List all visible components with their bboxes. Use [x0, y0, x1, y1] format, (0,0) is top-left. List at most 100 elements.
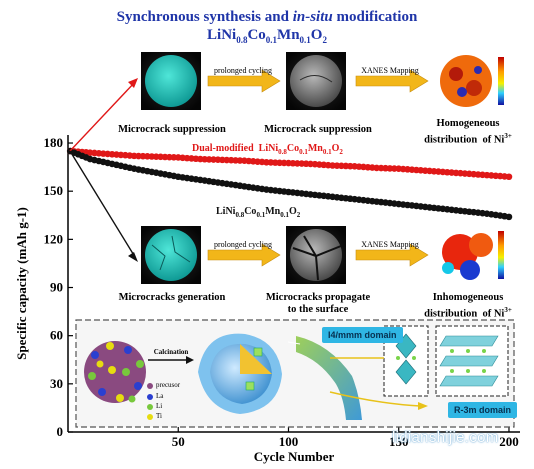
bottom-particle-cyan — [145, 229, 197, 281]
r3m-layers — [439, 335, 499, 387]
top-arrow-cycling — [207, 69, 281, 93]
bottom-arrow-xanes-label: XANES Mapping — [361, 240, 419, 249]
y-axis-title: Specific capacity (mAh g-1) — [14, 207, 29, 360]
start-pointer-arrows — [69, 78, 138, 262]
sphere-cutaway — [240, 344, 272, 374]
dopant-dots — [88, 342, 144, 403]
interp-point-pristine — [457, 207, 464, 215]
interp-point-dual-modified — [126, 152, 134, 159]
interp-point-pristine — [302, 190, 310, 198]
interp-point-pristine — [501, 212, 508, 220]
x-axis-title: Cycle Number — [254, 449, 335, 464]
bottom-caption-1: Microcracks generation — [118, 292, 226, 303]
legend-dot-la — [147, 394, 153, 400]
interp-point-pristine — [435, 205, 442, 212]
bottom-colorbar — [498, 231, 504, 279]
interp-point-dual-modified — [214, 156, 222, 164]
top-row-panels — [141, 52, 504, 110]
interp-point-dual-modified — [391, 165, 398, 172]
legend-label-precusor: precusor — [156, 381, 181, 389]
interp-point-dual-modified — [302, 160, 310, 168]
interp-point-pristine — [236, 182, 244, 190]
interp-point-dual-modified — [457, 169, 464, 177]
y-tick-label: 0 — [57, 424, 64, 439]
interp-point-pristine — [192, 176, 200, 183]
y-tick-label: 60 — [50, 328, 63, 343]
r3m-domain-badge: R-3m domain — [448, 402, 518, 418]
legend-dot-precusor — [147, 383, 153, 389]
interp-point-dual-modified — [368, 164, 376, 171]
bottom-arrow-cycling — [207, 243, 281, 267]
interp-point-dual-modified — [258, 158, 266, 166]
x-tick-label: 200 — [499, 434, 519, 449]
i4mmm-domain-badge: I4/mmm domain — [322, 327, 403, 343]
surface-band — [296, 336, 362, 420]
interp-point-dual-modified — [280, 159, 288, 167]
interp-point-pristine — [214, 179, 222, 186]
bottom-propagated-cracks — [292, 235, 342, 281]
y-tick-label: 30 — [50, 376, 63, 391]
legend-label-li: Li — [156, 402, 163, 410]
synthesis-inset — [75, 319, 515, 428]
interp-point-dual-modified — [170, 154, 178, 161]
x-tick-label: 100 — [279, 434, 299, 449]
y-tick-label: 150 — [44, 183, 64, 198]
y-tick-label: 90 — [50, 280, 63, 295]
bottom-arrow-xanes — [355, 243, 429, 267]
interp-point-dual-modified — [104, 150, 111, 158]
x-tick-label: 150 — [389, 434, 409, 449]
series-label-pristine: LiNi0.8Co0.1Mn0.1O2 — [216, 206, 301, 219]
top-colorbar — [498, 57, 504, 105]
interp-point-pristine — [148, 168, 156, 176]
top-particle-cyan — [145, 55, 197, 107]
interp-point-dual-modified — [236, 157, 244, 164]
bottom-caption-3-line-2: distribution of Ni3+ — [424, 306, 512, 320]
x-tick-label: 50 — [172, 434, 185, 449]
top-arrow-cycling-label: prolonged cycling — [214, 66, 272, 75]
top-arrow-xanes — [355, 69, 429, 93]
bottom-crack-lines — [151, 235, 191, 271]
y-tick-label: 180 — [44, 135, 64, 150]
chart-plot-area: 0 30 60 90 120 150 180 50 100 150 200 Cycle Number S… — [14, 135, 520, 464]
legend-dot-ti — [147, 414, 153, 420]
bottom-caption-3: Inhomogeneous distribution of Ni3+ — [418, 292, 518, 321]
legend-label-ti: Ti — [156, 412, 162, 420]
figure-title: Synchronous synthesis and in-situ modifi… — [0, 8, 534, 49]
interp-point-pristine — [126, 164, 134, 172]
top-xanes-map — [440, 55, 492, 107]
interp-point-pristine — [170, 172, 178, 180]
bottom-arrow-cycling-label: prolonged cycling — [214, 240, 272, 249]
top-caption-3: Homogeneous distribution of Ni3+ — [418, 118, 518, 147]
interp-point-dual-modified — [479, 171, 486, 179]
interp-point-dual-modified — [435, 168, 442, 175]
interp-point-pristine — [82, 154, 90, 161]
interp-point-pristine — [413, 202, 420, 210]
interp-point-dual-modified — [413, 166, 420, 174]
top-fine-crack — [299, 75, 333, 83]
interp-point-pristine — [324, 193, 332, 200]
bottom-row-panels — [141, 226, 504, 284]
legend-dot-li — [147, 404, 153, 410]
interp-point-dual-modified — [148, 153, 156, 160]
legend-label-la: La — [156, 392, 164, 400]
series-label-dual-modified: Dual-modified LiNi0.8Co0.1Mn0.1O2 — [192, 143, 343, 156]
top-caption-1: Microcrack suppression — [118, 124, 226, 135]
interp-point-pristine — [346, 195, 354, 203]
interp-point-pristine — [368, 197, 376, 205]
top-particle-gray — [290, 55, 342, 107]
top-caption-2: Microcrack suppression — [264, 124, 372, 135]
calcination-label: Calcination — [153, 348, 189, 356]
title-line-1: Synchronous synthesis and in-situ modifi… — [116, 9, 418, 25]
title-formula: LiNi0.8Co0.1Mn0.1O2 — [207, 27, 327, 45]
interp-point-pristine — [104, 159, 111, 167]
interp-point-pristine — [479, 209, 486, 217]
interp-point-pristine — [258, 185, 266, 193]
interp-point-dual-modified — [346, 162, 354, 170]
bottom-caption-2: Microcracks propagate to the surface — [265, 292, 371, 315]
interp-point-dual-modified — [501, 173, 508, 180]
interp-point-dual-modified — [192, 155, 200, 163]
site-watermark: lidianshijie.com — [392, 429, 499, 446]
y-tick-label: 120 — [44, 231, 64, 246]
interp-point-dual-modified — [324, 161, 332, 169]
